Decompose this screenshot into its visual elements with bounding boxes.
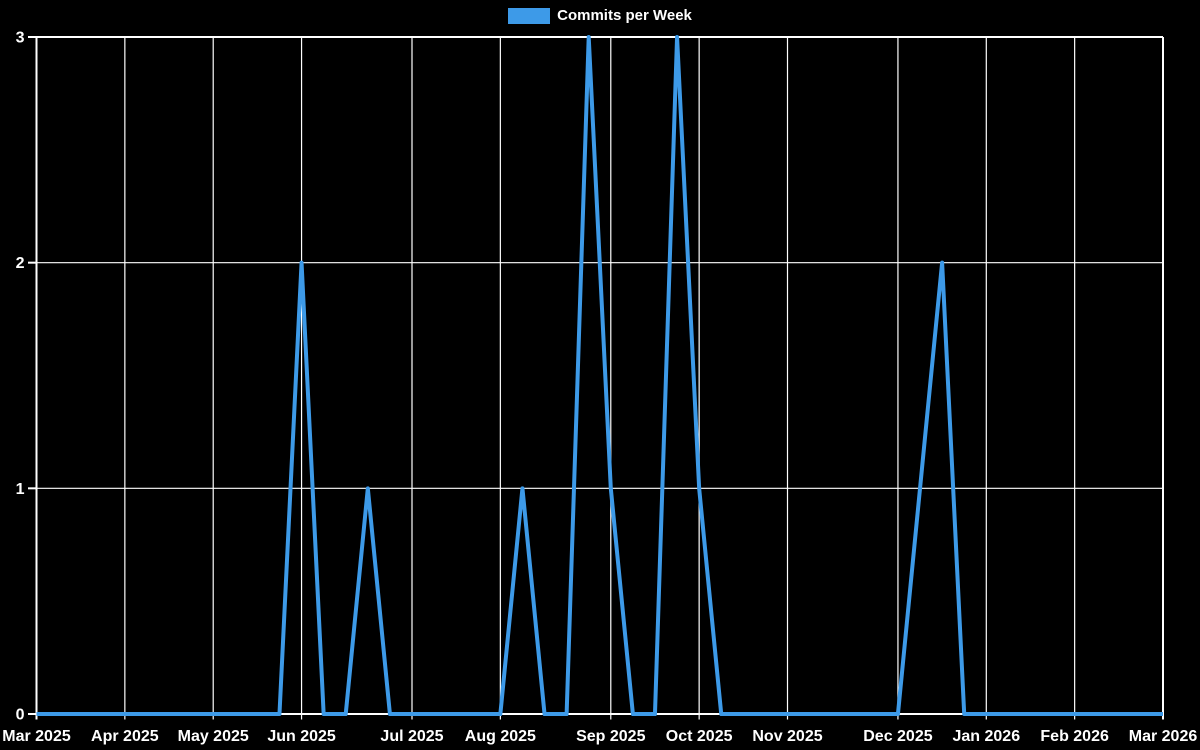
x-tick-label: Jul 2025 (380, 728, 443, 745)
x-tick-label: Mar 2026 (1129, 728, 1198, 745)
legend-swatch (508, 7, 551, 24)
x-tick-label: Mar 2025 (2, 728, 71, 745)
x-tick-label: Aug 2025 (465, 728, 536, 745)
x-tick-label: Apr 2025 (91, 728, 159, 745)
x-tick-label: Jun 2025 (267, 728, 336, 745)
x-tick-label: Oct 2025 (666, 728, 733, 745)
x-tick-label: Jan 2026 (952, 728, 1020, 745)
legend-label: Commits per Week (557, 7, 692, 24)
x-tick-label: Nov 2025 (752, 728, 822, 745)
x-tick-label: Sep 2025 (576, 728, 645, 745)
x-tick-label: Feb 2026 (1040, 728, 1109, 745)
commits-line-series (36, 35, 1163, 716)
y-tick-label: 0 (16, 707, 25, 724)
y-tick-label: 3 (16, 30, 25, 47)
x-tick-label: Dec 2025 (863, 728, 932, 745)
x-tick-label: May 2025 (178, 728, 249, 745)
chart-legend: Commits per Week (0, 7, 1200, 24)
y-tick-label: 2 (16, 255, 25, 272)
y-tick-label: 1 (16, 481, 25, 498)
